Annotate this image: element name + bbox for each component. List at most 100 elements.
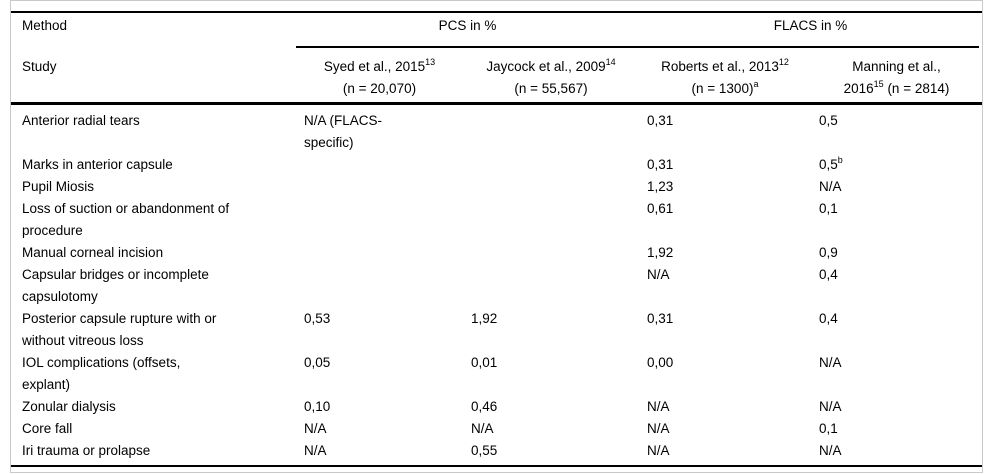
value-text: N/A <box>304 443 327 458</box>
table-row: Loss of suction or abandonment of proced… <box>11 198 982 242</box>
value-cell: 0,9 <box>811 242 982 264</box>
value-text: 0,1 <box>819 201 838 216</box>
table-top-rule <box>11 11 982 13</box>
value-cell: 1,23 <box>639 176 811 198</box>
citation-ref: 15 <box>873 79 884 89</box>
table-row: Capsular bridges or incomplete capsuloto… <box>11 264 982 308</box>
value-cell: 0,55 <box>463 440 639 462</box>
value-text: 0,9 <box>819 245 838 260</box>
value-cell: 0,05 <box>296 352 463 374</box>
table-body: Anterior radial tears N/A (FLACS- specif… <box>11 105 982 462</box>
column-header-syed: Syed et al., 201513 (n = 20,070) <box>296 56 463 102</box>
value-cell: 1,92 <box>639 242 811 264</box>
value-cell: 0,5b <box>811 154 982 176</box>
method-header-label: Method <box>22 18 68 33</box>
study-header-label: Study <box>22 59 57 74</box>
column-header-roberts: Roberts et al., 201312 (n = 1300)a <box>639 56 811 102</box>
column-header-manning: Manning et al., 201615 (n = 2814) <box>811 56 982 102</box>
study-name: Jaycock et al., 2009 <box>486 59 606 74</box>
value-cell: 0,00 <box>639 352 811 374</box>
value-cell: 1,92 <box>463 308 639 330</box>
group-header-row: Method PCS in % FLACS in % <box>11 13 982 46</box>
table-row: Zonular dialysis 0,10 0,46 N/A N/A <box>11 396 982 418</box>
value-cell: N/A <box>639 440 811 462</box>
value-text: N/A <box>819 443 842 458</box>
method-cell: Manual corneal incision <box>22 245 164 260</box>
sample-size: (n = 20,070) <box>342 81 417 96</box>
value-text: N/A <box>647 267 670 282</box>
study-year: 2016 <box>843 81 874 96</box>
value-text: N/A <box>647 421 670 436</box>
value-cell: 0,61 <box>639 198 811 220</box>
value-cell: 0,46 <box>463 396 639 418</box>
method-cell: Anterior radial tears <box>22 113 140 128</box>
value-cell: N/A <box>811 396 982 418</box>
value-text: N/A <box>819 399 842 414</box>
value-text: N/A <box>304 421 327 436</box>
complications-table: Method PCS in % FLACS in % Study Syed et… <box>10 0 983 473</box>
table-row: Pupil Miosis 1,23 N/A <box>11 176 982 198</box>
value-cell: 0,4 <box>811 308 982 330</box>
value-text: 1,92 <box>471 311 498 326</box>
header-bottom-rule <box>11 102 982 105</box>
value-text: N/A <box>471 421 494 436</box>
method-cell: Loss of suction or abandonment of proced… <box>22 201 230 238</box>
value-cell: N/A <box>639 264 811 286</box>
value-cell: 0,4 <box>811 264 982 286</box>
value-cell: 0,01 <box>463 352 639 374</box>
value-text: 0,10 <box>304 399 331 414</box>
value-text: 0,55 <box>471 443 498 458</box>
table-row: Marks in anterior capsule 0,31 0,5b <box>11 154 982 176</box>
group-label-flacs: FLACS in % <box>773 18 848 33</box>
citation-ref: 14 <box>605 57 616 67</box>
value-text: 0,5 <box>819 157 838 172</box>
value-cell: 0,5 <box>811 110 982 132</box>
table-row: Anterior radial tears N/A (FLACS- specif… <box>11 110 982 154</box>
value-text: 0,4 <box>819 267 838 282</box>
footnote-marker: a <box>753 79 759 89</box>
value-text: N/A <box>819 355 842 370</box>
value-cell: 0,53 <box>296 308 463 330</box>
table-row: IOL complications (offsets, explant) 0,0… <box>11 352 982 396</box>
value-text: N/A <box>647 399 670 414</box>
study-name: Roberts et al., 2013 <box>661 59 779 74</box>
value-text: 0,31 <box>647 157 674 172</box>
value-cell: 0,1 <box>811 198 982 220</box>
table-row: Posterior capsule rupture with or withou… <box>11 308 982 352</box>
value-text: 1,23 <box>647 179 674 194</box>
value-cell: N/A <box>639 396 811 418</box>
value-text: 0,5 <box>819 113 838 128</box>
value-text: 0,53 <box>304 311 331 326</box>
study-name: Syed et al., 2015 <box>323 59 426 74</box>
method-cell: Posterior capsule rupture with or withou… <box>22 311 217 348</box>
value-text: 0,31 <box>647 311 674 326</box>
value-cell: N/A <box>811 352 982 374</box>
method-cell: Marks in anterior capsule <box>22 157 173 172</box>
method-cell: Zonular dialysis <box>22 399 116 414</box>
table-row: Iri trauma or prolapse N/A 0,55 N/A N/A <box>11 440 982 462</box>
value-cell: 0,31 <box>639 110 811 132</box>
value-cell: N/A <box>811 440 982 462</box>
value-text: 0,46 <box>471 399 498 414</box>
value-cell: 0,10 <box>296 396 463 418</box>
method-cell: IOL complications (offsets, explant) <box>22 355 181 392</box>
value-cell: N/A <box>639 418 811 440</box>
method-cell: Capsular bridges or incomplete capsuloto… <box>22 267 209 304</box>
value-text: 0,4 <box>819 311 838 326</box>
sample-size: (n = 1300) <box>691 81 754 96</box>
value-cell: 0,31 <box>639 154 811 176</box>
value-text: 0,61 <box>647 201 674 216</box>
table-row: Core fall N/A N/A N/A 0,1 <box>11 418 982 440</box>
value-text: N/A (FLACS- specific) <box>304 113 383 150</box>
value-cell: N/A <box>296 418 463 440</box>
method-cell: Iri trauma or prolapse <box>22 443 151 458</box>
value-text: N/A <box>819 179 842 194</box>
table-bottom-rule <box>11 465 982 467</box>
footnote-marker: b <box>837 155 843 165</box>
value-cell: 0,1 <box>811 418 982 440</box>
value-cell: N/A <box>296 440 463 462</box>
value-text: 0,00 <box>647 355 674 370</box>
method-cell: Core fall <box>22 421 73 436</box>
value-text: 1,92 <box>647 245 674 260</box>
citation-ref: 13 <box>425 57 436 67</box>
